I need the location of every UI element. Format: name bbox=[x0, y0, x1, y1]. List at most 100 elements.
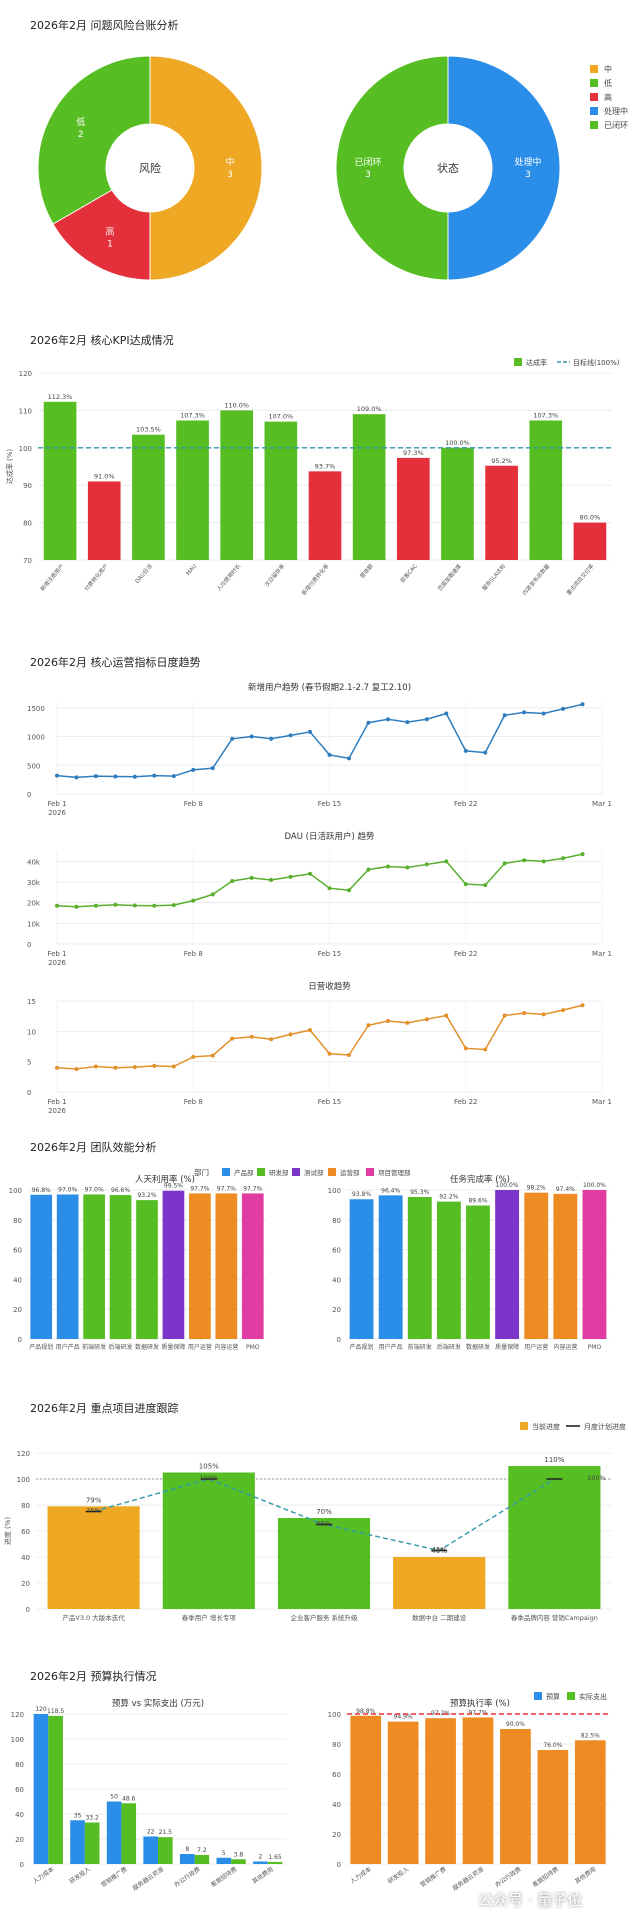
trend-point bbox=[152, 1063, 157, 1068]
legend-label: 已闭环 bbox=[604, 121, 628, 130]
budget-ytick: 60 bbox=[15, 1786, 24, 1794]
projects-bar bbox=[47, 1506, 140, 1609]
team-bar bbox=[241, 1193, 264, 1339]
kpi-bar-label: 95.2% bbox=[491, 457, 512, 465]
trend-point bbox=[405, 720, 410, 725]
trend-chart-title: 2026年2月 核心运营指标日度趋势 bbox=[30, 655, 201, 669]
trend-point bbox=[113, 774, 118, 779]
trend-point bbox=[308, 729, 313, 734]
trend-point bbox=[210, 1053, 215, 1058]
team-ytick: 0 bbox=[18, 1336, 22, 1344]
budget-category-label: 差旅招待费 bbox=[209, 1865, 238, 1889]
trend-xtick: Feb 22 bbox=[454, 800, 478, 808]
budget-legend-label: 实际支出 bbox=[579, 1692, 607, 1701]
team-legend-label: 项目管理部 bbox=[378, 1168, 411, 1177]
trend-point bbox=[269, 877, 274, 882]
team-category-label: 产品规划 bbox=[29, 1343, 53, 1351]
donut-slice-1-0 bbox=[447, 55, 561, 281]
legend-swatch bbox=[590, 79, 598, 87]
team-bar-label: 89.6% bbox=[468, 1197, 487, 1204]
trend-xtick: Feb 15 bbox=[318, 950, 342, 958]
team-category-label: 质量保障 bbox=[161, 1343, 185, 1351]
trend-point bbox=[463, 882, 468, 887]
budget-rate-bar bbox=[350, 1715, 382, 1864]
trend-ytick: 0 bbox=[27, 941, 31, 949]
team-bar bbox=[378, 1195, 403, 1339]
budget-category-label: 其他费用 bbox=[251, 1865, 275, 1885]
trend-point bbox=[522, 1011, 527, 1016]
legend-label: 中 bbox=[604, 64, 612, 74]
budget-bar-1 bbox=[267, 1861, 283, 1864]
team-bar bbox=[553, 1193, 578, 1339]
legend-label: 处理中 bbox=[604, 106, 628, 116]
trend-xtick: Mar 1 bbox=[592, 950, 612, 958]
budget-bar-1 bbox=[194, 1855, 210, 1864]
trend-point bbox=[541, 1012, 546, 1017]
trend-point bbox=[463, 748, 468, 753]
trend-point bbox=[152, 773, 157, 778]
budget-rate-bar-label: 94.9% bbox=[394, 1714, 413, 1721]
trend-xtick: Feb 8 bbox=[184, 800, 203, 808]
projects-plan-label: 65% bbox=[317, 1520, 331, 1528]
budget-rate-ytick: 20 bbox=[332, 1831, 341, 1839]
budget-rate-category-label: 办公行政费 bbox=[493, 1865, 522, 1889]
trend-point bbox=[113, 1065, 118, 1070]
team-bar bbox=[407, 1197, 432, 1339]
budget-subtitle: 预算 vs 实际支出 (万元) bbox=[112, 1698, 204, 1709]
trend-point bbox=[444, 711, 449, 716]
team-chart-title: 2026年2月 团队效能分析 bbox=[30, 1140, 157, 1154]
budget-category-label: 人力成本 bbox=[31, 1865, 55, 1885]
budget-rate-ytick: 80 bbox=[332, 1741, 341, 1749]
trend-point bbox=[269, 1037, 274, 1042]
budget-bar-label: 8 bbox=[185, 1846, 189, 1853]
projects-category-label: 企业客户服务 系统升级 bbox=[290, 1613, 358, 1622]
budget-rate-bar-label: 82.5% bbox=[581, 1732, 600, 1739]
budget-rate-bar-label: 97.2% bbox=[431, 1710, 450, 1717]
budget-bar-0 bbox=[143, 1836, 158, 1864]
trend-point bbox=[522, 858, 527, 863]
watermark: 公众号 · 量子位 bbox=[478, 1891, 583, 1909]
trend-point bbox=[171, 774, 176, 779]
kpi-bar bbox=[529, 420, 563, 560]
projects-ytick: 0 bbox=[26, 1606, 30, 1614]
projects-plan-label: 75% bbox=[86, 1507, 100, 1515]
budget-rate-bar-label: 76.0% bbox=[543, 1742, 562, 1749]
budget-rate-bar bbox=[574, 1740, 606, 1864]
budget-rate-bar-label: 98.8% bbox=[356, 1708, 375, 1715]
budget-bar-1 bbox=[158, 1837, 173, 1864]
donut-slice-value: 3 bbox=[525, 170, 531, 180]
budget-rate-ytick: 40 bbox=[332, 1801, 341, 1809]
trend-point bbox=[444, 859, 449, 864]
team-bar bbox=[189, 1193, 211, 1339]
trend-point bbox=[580, 1003, 585, 1008]
team-bar bbox=[495, 1190, 520, 1339]
budget-rate-bar bbox=[537, 1750, 569, 1864]
team-ytick: 0 bbox=[337, 1336, 341, 1344]
projects-ytick: 80 bbox=[21, 1502, 30, 1510]
trend-ytick: 1500 bbox=[27, 705, 45, 713]
projects-category-label: 春季品牌内容 营销Campaign bbox=[511, 1613, 598, 1622]
kpi-bar-label: 107.3% bbox=[180, 411, 205, 419]
risk-chart-title: 2026年2月 问题风险台账分析 bbox=[30, 18, 179, 32]
trend-point bbox=[171, 1064, 176, 1069]
kpi-chart-title: 2026年2月 核心KPI达成情况 bbox=[30, 333, 174, 347]
budget-bar-0 bbox=[179, 1854, 195, 1864]
team-ytick: 100 bbox=[9, 1187, 22, 1195]
projects-ytick: 20 bbox=[21, 1580, 30, 1588]
trend-line-2 bbox=[56, 1004, 583, 1070]
trend-point bbox=[366, 720, 371, 725]
trend-point bbox=[93, 1064, 98, 1069]
team-bar-label: 96.6% bbox=[111, 1187, 130, 1194]
team-category-label: 产品规划 bbox=[350, 1343, 374, 1351]
trend-point bbox=[230, 736, 235, 741]
donut-slice-1-1 bbox=[335, 55, 449, 281]
trend-point bbox=[502, 713, 507, 718]
projects-ytick: 40 bbox=[21, 1554, 30, 1562]
trend-point bbox=[55, 773, 59, 778]
projects-ytick: 100 bbox=[17, 1476, 30, 1484]
trend-point bbox=[561, 1008, 566, 1013]
projects-category-label: 数据中台 二期建设 bbox=[412, 1613, 467, 1622]
team-bar-label: 93.8% bbox=[352, 1191, 371, 1198]
donut-slice-label: 低 bbox=[76, 116, 85, 128]
kpi-bar bbox=[220, 410, 254, 560]
